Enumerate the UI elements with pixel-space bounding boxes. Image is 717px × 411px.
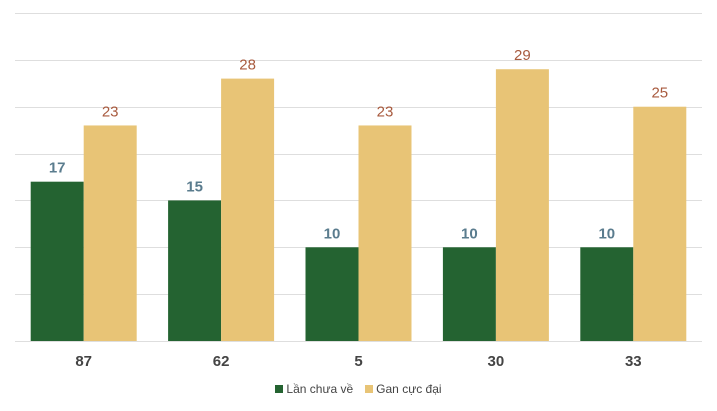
data-label-series-0-62: 15 [186, 178, 203, 195]
bar-series-0-87[interactable] [30, 181, 84, 341]
data-label-series-1-33: 25 [651, 85, 668, 102]
x-tick-label-5: 5 [354, 353, 362, 370]
legend-swatch-series-1 [365, 385, 374, 393]
data-label-series-0-33: 10 [598, 225, 615, 242]
x-tick-label-87: 87 [75, 353, 92, 370]
data-label-series-1-87: 23 [102, 103, 119, 120]
legend: Lần chưa về Gan cực đại [0, 382, 717, 396]
data-label-series-1-30: 29 [514, 47, 531, 64]
bar-series-1-30[interactable] [495, 69, 549, 341]
data-label-series-1-62: 28 [239, 57, 256, 74]
legend-label-series-0: Lần chưa về [286, 382, 354, 396]
bar-series-0-30[interactable] [442, 247, 496, 341]
bar-chart: 17 23 15 28 10 23 10 29 10 25 87 62 5 30 33 [15, 13, 702, 370]
x-tick-label-30: 30 [488, 353, 505, 370]
legend-label-series-1: Gan cực đại [376, 382, 442, 396]
x-tick-label-33: 33 [625, 353, 642, 370]
bar-series-1-5[interactable] [358, 125, 412, 341]
data-label-series-0-30: 10 [461, 225, 478, 242]
bar-series-0-62[interactable] [168, 200, 222, 341]
data-label-series-0-87: 17 [49, 160, 66, 177]
legend-item-series-0[interactable]: Lần chưa về [275, 382, 353, 396]
data-label-series-1-5: 23 [377, 103, 394, 120]
x-axis: 87 62 5 30 33 [75, 353, 641, 370]
bar-series-0-5[interactable] [305, 247, 359, 341]
data-label-series-0-5: 10 [324, 225, 341, 242]
bar-series-1-62[interactable] [221, 78, 275, 341]
bar-series-1-87[interactable] [83, 125, 137, 341]
bar-series-1-33[interactable] [633, 106, 687, 341]
data-labels: 17 23 15 28 10 23 10 29 10 25 [49, 47, 668, 242]
legend-swatch-series-0 [275, 385, 284, 393]
legend-item-series-1[interactable]: Gan cực đại [365, 382, 442, 396]
x-tick-label-62: 62 [213, 353, 230, 370]
bars [30, 69, 687, 341]
bar-series-0-33[interactable] [580, 247, 634, 341]
